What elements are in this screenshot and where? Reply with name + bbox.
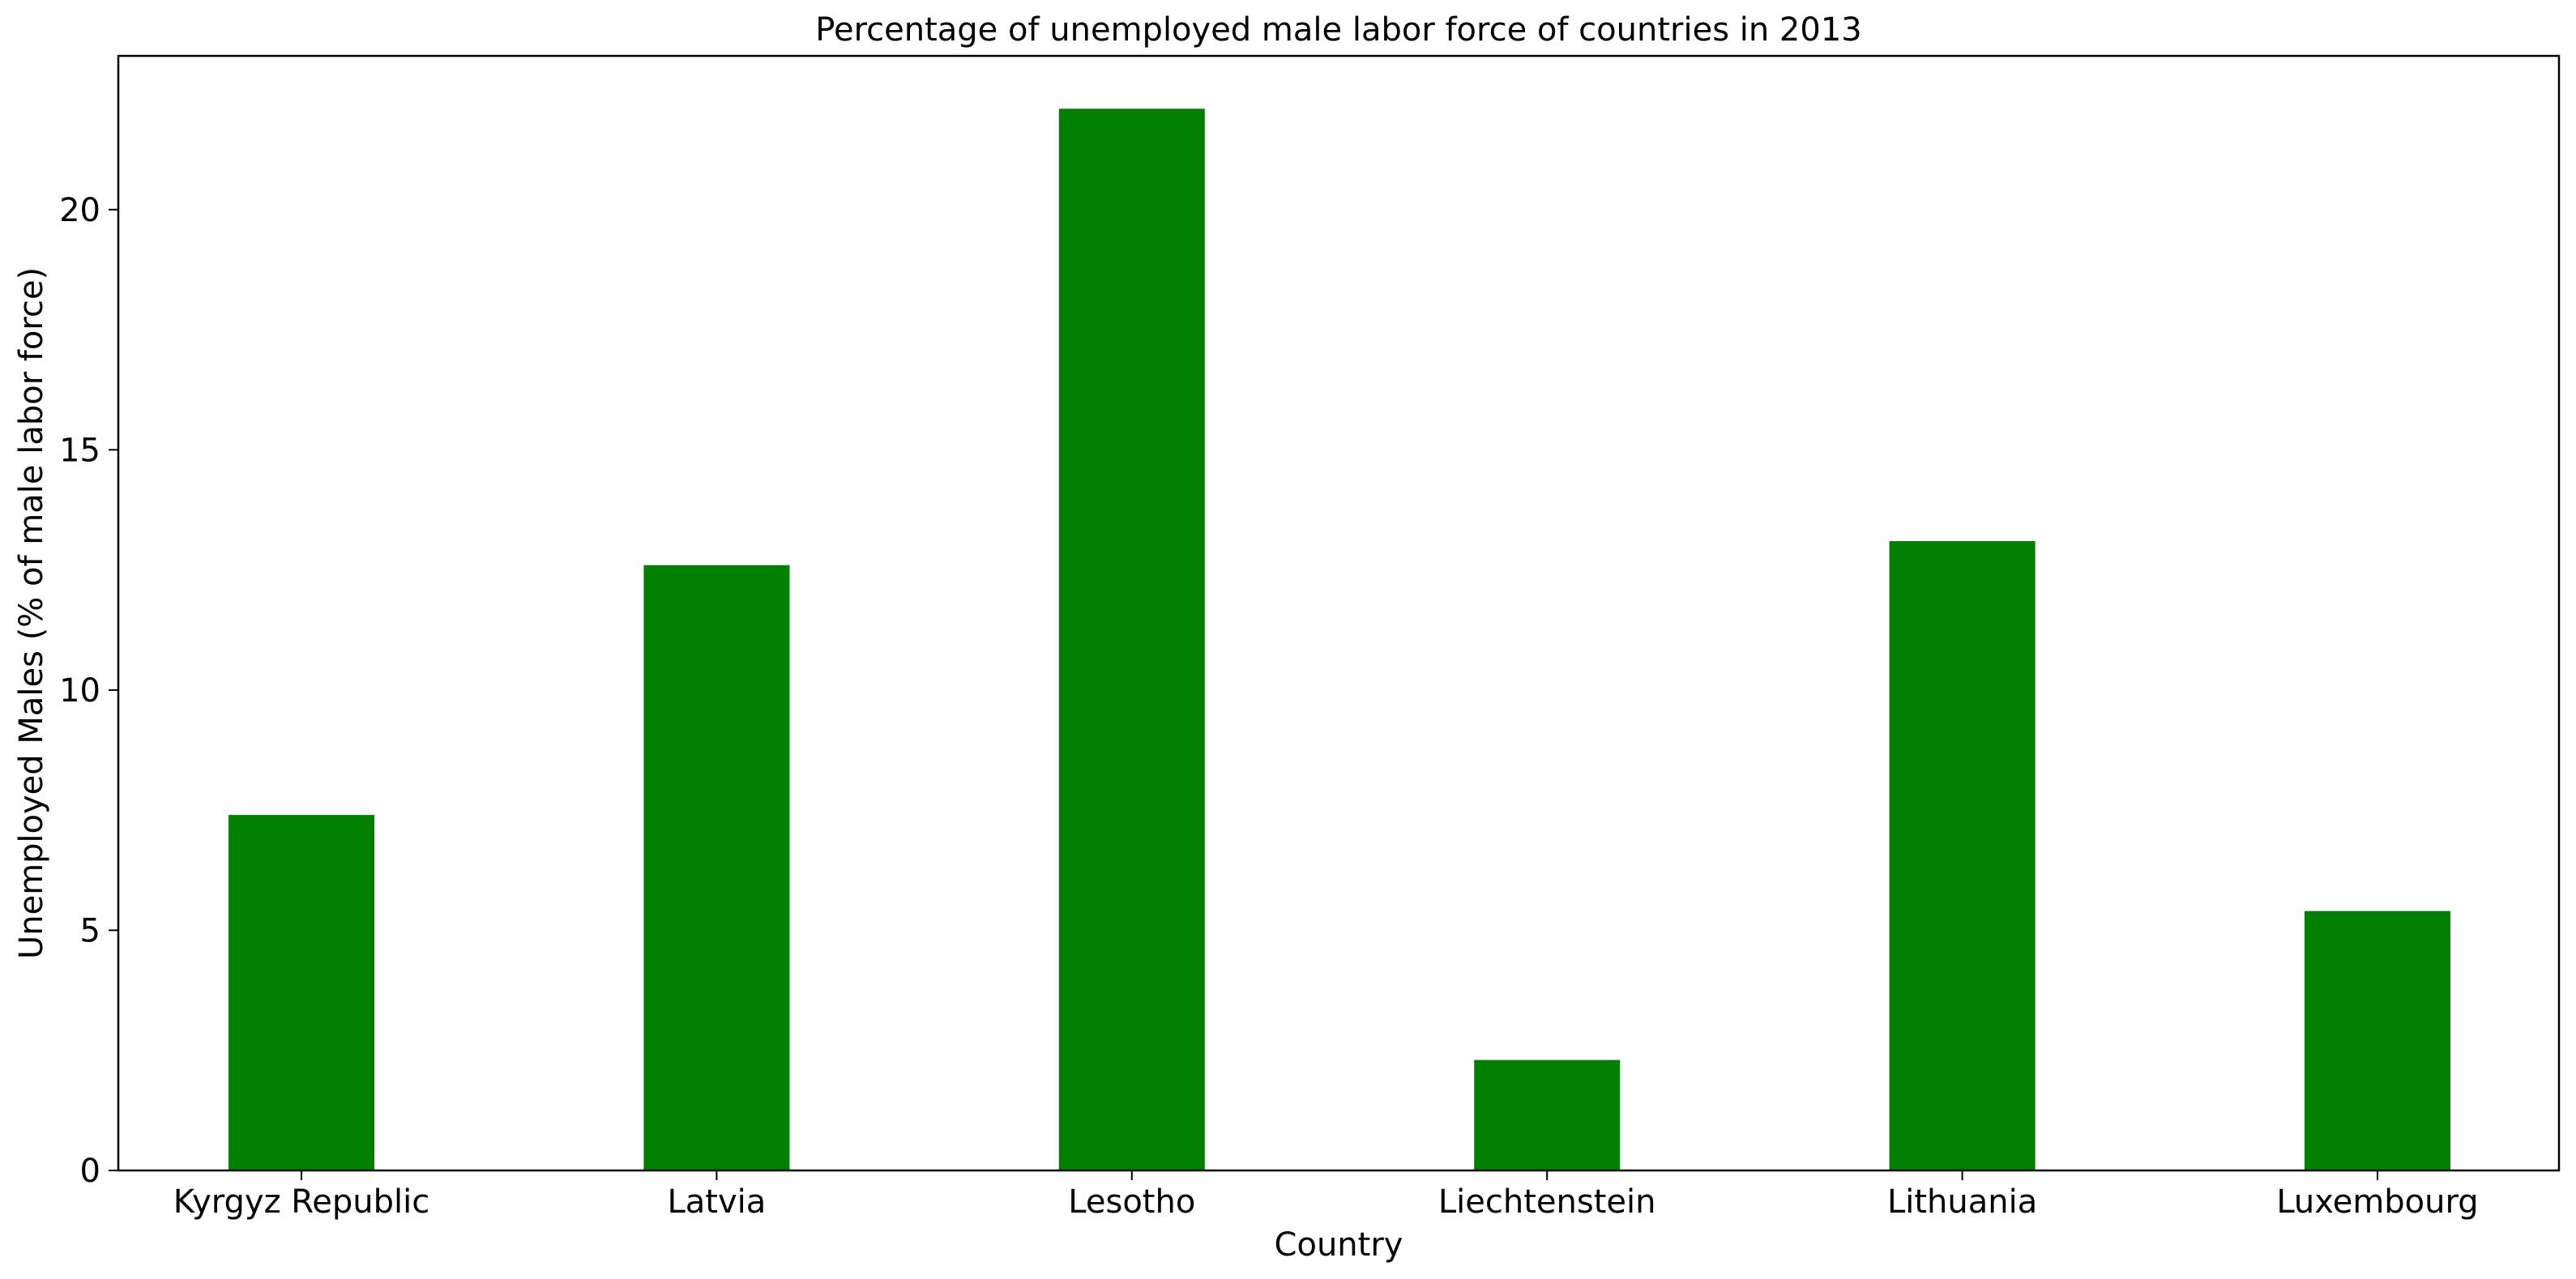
bars (229, 109, 2450, 1171)
y-axis-ticks: 0 5 10 15 20 (59, 192, 118, 1190)
bar-lesotho (1058, 109, 1205, 1171)
bar-latvia (643, 565, 790, 1170)
x-tick-label: Lithuania (1887, 1183, 2037, 1221)
x-tick-label: Latvia (668, 1183, 767, 1221)
bar-lithuania (1889, 541, 2036, 1170)
plot-frame (117, 54, 2561, 1172)
x-axis-ticks: Kyrgyz Republic Latvia Lesotho Liechtenstei… (173, 1170, 2479, 1221)
y-tick-label: 10 (59, 672, 100, 710)
chart-title: Percentage of unemployed male labor forc… (815, 11, 1861, 49)
y-tick-label: 0 (80, 1153, 100, 1190)
bar-liechtenstein (1474, 1059, 1621, 1170)
y-tick-label: 15 (59, 432, 100, 469)
y-axis-label: Unemployed Males (% of male labor force) (13, 267, 50, 959)
bar-luxembourg (2305, 910, 2450, 1170)
bar-kyrgyz-republic (229, 815, 374, 1170)
y-tick-label: 5 (80, 912, 100, 949)
x-tick-label: Liechtenstein (1438, 1183, 1656, 1221)
x-axis-label: Country (1275, 1226, 1403, 1264)
x-tick-label: Kyrgyz Republic (173, 1183, 429, 1221)
y-tick-label: 20 (59, 192, 100, 229)
x-tick-label: Lesotho (1068, 1183, 1195, 1221)
x-tick-label: Luxembourg (2276, 1183, 2478, 1221)
